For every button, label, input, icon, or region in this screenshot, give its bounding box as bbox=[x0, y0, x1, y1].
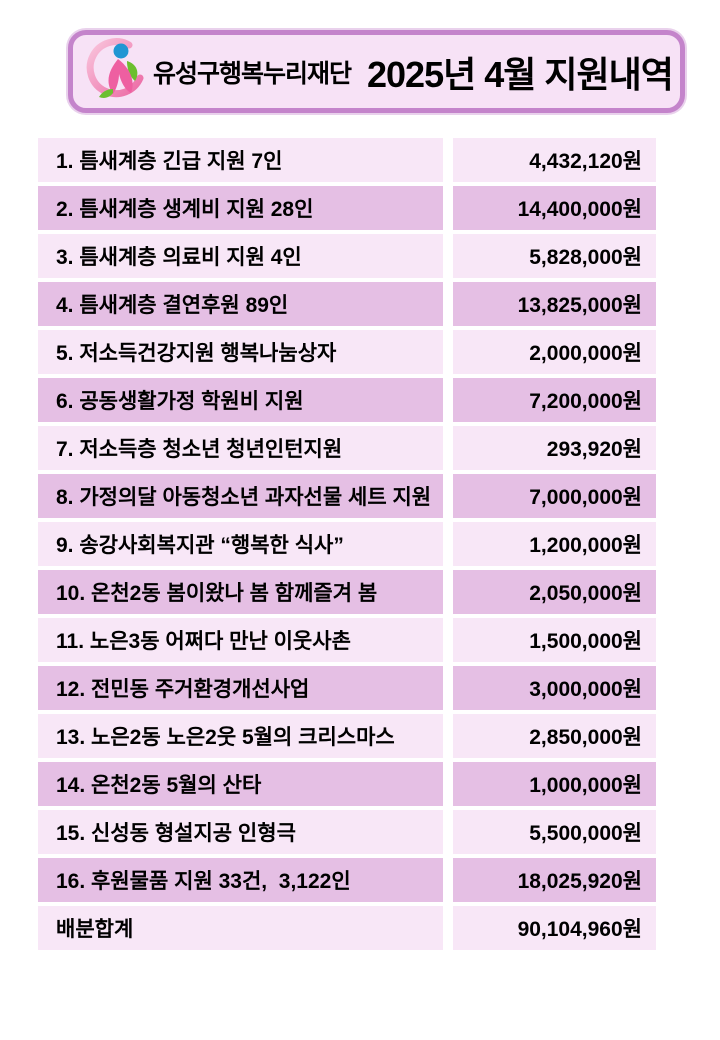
item-amount: 5,828,000원 bbox=[453, 234, 656, 278]
total-label: 배분합계 bbox=[38, 906, 443, 950]
item-label: 16. 후원물품 지원 33건, 3,122인 bbox=[38, 858, 443, 902]
item-label: 8. 가정의달 아동청소년 과자선물 세트 지원 bbox=[38, 474, 443, 518]
table-row: 7. 저소득층 청소년 청년인턴지원 293,920원 bbox=[38, 426, 656, 470]
item-label: 1. 틈새계층 긴급 지원 7인 bbox=[38, 138, 443, 182]
table-row: 14. 온천2동 5월의 산타 1,000,000원 bbox=[38, 762, 656, 806]
item-amount: 2,050,000원 bbox=[453, 570, 656, 614]
table-row: 3. 틈새계층 의료비 지원 4인 5,828,000원 bbox=[38, 234, 656, 278]
header-banner: 유성구행복누리재단 2025년 4월 지원내역 bbox=[68, 30, 685, 113]
table-row: 9. 송강사회복지관 “행복한 식사” 1,200,000원 bbox=[38, 522, 656, 566]
item-amount: 7,000,000원 bbox=[453, 474, 656, 518]
table-row: 12. 전민동 주거환경개선사업 3,000,000원 bbox=[38, 666, 656, 710]
table-row: 13. 노은2동 노은2웃 5월의 크리스마스 2,850,000원 bbox=[38, 714, 656, 758]
table-row: 1. 틈새계층 긴급 지원 7인 4,432,120원 bbox=[38, 138, 656, 182]
support-table: 1. 틈새계층 긴급 지원 7인 4,432,120원 2. 틈새계층 생계비 지원… bbox=[38, 138, 656, 954]
item-label: 14. 온천2동 5월의 산타 bbox=[38, 762, 443, 806]
table-row: 15. 신성동 형설지공 인형극 5,500,000원 bbox=[38, 810, 656, 854]
table-row: 8. 가정의달 아동청소년 과자선물 세트 지원 7,000,000원 bbox=[38, 474, 656, 518]
item-amount: 18,025,920원 bbox=[453, 858, 656, 902]
table-row: 5. 저소득건강지원 행복나눔상자 2,000,000원 bbox=[38, 330, 656, 374]
item-amount: 14,400,000원 bbox=[453, 186, 656, 230]
item-amount: 4,432,120원 bbox=[453, 138, 656, 182]
total-amount: 90,104,960원 bbox=[453, 906, 656, 950]
item-label: 12. 전민동 주거환경개선사업 bbox=[38, 666, 443, 710]
item-amount: 1,500,000원 bbox=[453, 618, 656, 662]
foundation-logo-icon bbox=[85, 36, 147, 107]
item-amount: 5,500,000원 bbox=[453, 810, 656, 854]
table-row: 6. 공동생활가정 학원비 지원 7,200,000원 bbox=[38, 378, 656, 422]
item-label: 9. 송강사회복지관 “행복한 식사” bbox=[38, 522, 443, 566]
table-row: 11. 노은3동 어쩌다 만난 이웃사촌 1,500,000원 bbox=[38, 618, 656, 662]
table-row: 16. 후원물품 지원 33건, 3,122인 18,025,920원 bbox=[38, 858, 656, 902]
item-amount: 293,920원 bbox=[453, 426, 656, 470]
item-amount: 7,200,000원 bbox=[453, 378, 656, 422]
item-label: 2. 틈새계층 생계비 지원 28인 bbox=[38, 186, 443, 230]
item-label: 10. 온천2동 봄이왔나 봄 함께즐겨 봄 bbox=[38, 570, 443, 614]
item-label: 7. 저소득층 청소년 청년인턴지원 bbox=[38, 426, 443, 470]
item-label: 13. 노은2동 노은2웃 5월의 크리스마스 bbox=[38, 714, 443, 758]
item-label: 5. 저소득건강지원 행복나눔상자 bbox=[38, 330, 443, 374]
item-amount: 2,850,000원 bbox=[453, 714, 656, 758]
total-row: 배분합계 90,104,960원 bbox=[38, 906, 656, 950]
item-amount: 1,200,000원 bbox=[453, 522, 656, 566]
item-label: 4. 틈새계층 결연후원 89인 bbox=[38, 282, 443, 326]
item-amount: 3,000,000원 bbox=[453, 666, 656, 710]
item-label: 11. 노은3동 어쩌다 만난 이웃사촌 bbox=[38, 618, 443, 662]
org-name: 유성구행복누리재단 bbox=[153, 59, 352, 88]
table-row: 2. 틈새계층 생계비 지원 28인 14,400,000원 bbox=[38, 186, 656, 230]
page-title: 2025년 4월 지원내역 bbox=[367, 53, 674, 95]
item-amount: 2,000,000원 bbox=[453, 330, 656, 374]
item-amount: 13,825,000원 bbox=[453, 282, 656, 326]
item-label: 15. 신성동 형설지공 인형극 bbox=[38, 810, 443, 854]
item-label: 3. 틈새계층 의료비 지원 4인 bbox=[38, 234, 443, 278]
table-row: 4. 틈새계층 결연후원 89인 13,825,000원 bbox=[38, 282, 656, 326]
item-label: 6. 공동생활가정 학원비 지원 bbox=[38, 378, 443, 422]
item-amount: 1,000,000원 bbox=[453, 762, 656, 806]
table-row: 10. 온천2동 봄이왔나 봄 함께즐겨 봄 2,050,000원 bbox=[38, 570, 656, 614]
